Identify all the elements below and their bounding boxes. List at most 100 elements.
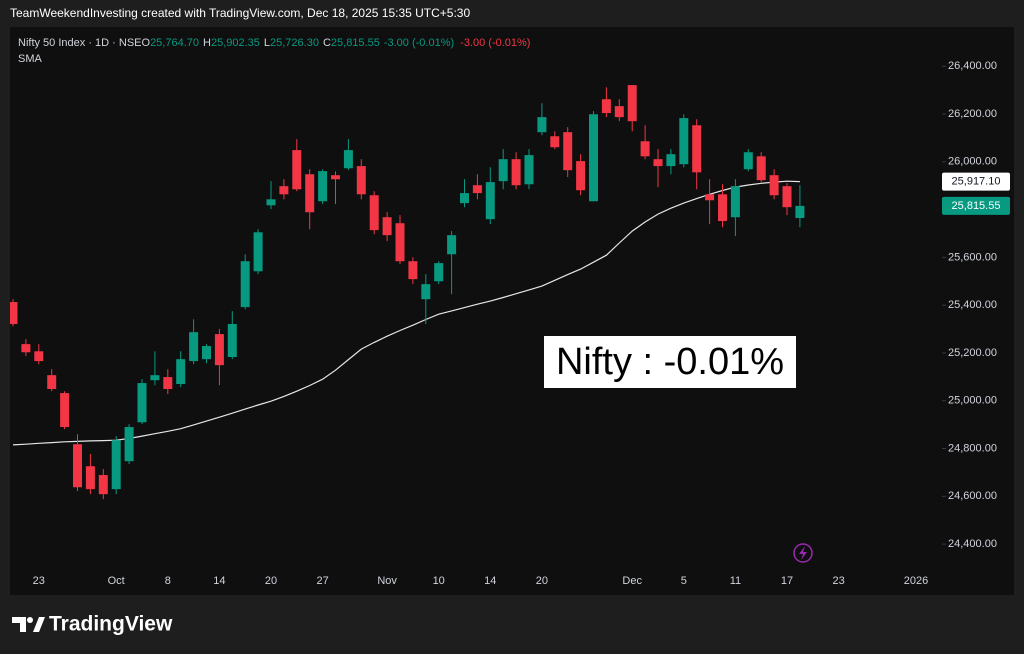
candle-body xyxy=(124,427,134,462)
candle-body xyxy=(756,156,766,181)
x-tick-label: 8 xyxy=(165,575,171,587)
legend-value: 25,815.55 xyxy=(331,37,380,49)
candle-body xyxy=(485,182,495,220)
candle-body xyxy=(434,263,444,282)
sma-line xyxy=(12,180,800,446)
chart-title: Nifty 50 Index · 1D · NSE xyxy=(18,37,142,49)
candle-body xyxy=(47,375,57,390)
candle-body xyxy=(743,152,753,170)
legend-key: O xyxy=(142,37,151,49)
candle-body xyxy=(266,199,276,206)
candle-body xyxy=(369,195,379,231)
candle-body xyxy=(150,375,160,381)
candle-body xyxy=(679,118,689,165)
candle-body xyxy=(21,344,31,353)
plot-layer: 24,400.00 24,600.00 24,800.00 25,000.00 25,2… xyxy=(10,60,1010,587)
logo-mark xyxy=(33,617,45,632)
annotation-box xyxy=(544,336,796,388)
legend-value: 25,726.30 xyxy=(270,37,319,49)
candle-body xyxy=(318,171,328,202)
legend-value: 25,764.70 xyxy=(150,37,199,49)
candle-body xyxy=(343,150,353,169)
candle-body xyxy=(653,159,663,167)
candle-body xyxy=(395,223,405,262)
candle-body xyxy=(253,232,263,272)
candle-body xyxy=(202,346,211,360)
icon-circle xyxy=(793,543,813,563)
candle-body xyxy=(292,150,302,190)
chart-panel xyxy=(10,27,1014,595)
y-tick-label: 25,600.00 xyxy=(948,251,997,263)
candle-body xyxy=(111,440,121,490)
x-tick-label: 11 xyxy=(730,575,741,587)
candle-body xyxy=(718,194,727,222)
candle-body xyxy=(511,159,521,186)
y-tick-label: 25,200.00 xyxy=(948,347,997,359)
price-label-box xyxy=(942,196,1010,215)
candle-body xyxy=(214,334,224,366)
candle-body xyxy=(627,85,637,122)
x-tick-label: Dec xyxy=(622,575,642,587)
x-tick-label: 2026 xyxy=(904,575,928,587)
y-tick-label: 24,800.00 xyxy=(948,442,997,454)
price-label: 25,917.10 xyxy=(952,176,1001,188)
candle-body xyxy=(472,185,482,194)
candle-body xyxy=(408,261,418,280)
candle-body xyxy=(550,136,560,148)
candle-body xyxy=(279,186,289,195)
candle-body xyxy=(189,332,199,362)
candle-body xyxy=(460,193,469,204)
x-tick-label: 14 xyxy=(484,575,496,587)
legend-value: 25,902.35 xyxy=(211,37,260,49)
candle-body xyxy=(640,141,650,157)
candle-body xyxy=(795,205,805,219)
legend-change: -3.00 (-0.01%) xyxy=(460,37,530,49)
candle-body xyxy=(537,117,547,133)
candle-body xyxy=(692,125,702,173)
legend-change: -3.00 (-0.01%) xyxy=(384,37,454,49)
candle-body xyxy=(666,154,676,167)
candle-body xyxy=(73,444,82,488)
candle-body xyxy=(524,155,534,185)
x-tick-label: 20 xyxy=(536,575,548,587)
candle-body xyxy=(60,393,70,428)
candle-body xyxy=(34,351,44,362)
x-tick-label: 23 xyxy=(33,575,45,587)
y-tick-label: 26,200.00 xyxy=(948,108,997,120)
candle-body xyxy=(498,159,508,182)
candle-body xyxy=(576,161,586,191)
candle-body xyxy=(163,377,173,390)
candle-body xyxy=(10,302,18,325)
y-tick-label: 25,000.00 xyxy=(948,395,997,407)
x-tick-label: 27 xyxy=(316,575,328,587)
candle-body xyxy=(331,175,340,180)
legend-key: L xyxy=(264,37,270,49)
legend-key: C xyxy=(323,37,331,49)
legend-line: Nifty 50 Index · 1D · NSEO25,764.70 H25,9… xyxy=(18,37,530,49)
candle-body xyxy=(447,235,457,255)
x-tick-label: Oct xyxy=(108,575,125,587)
logo-mark xyxy=(12,617,26,632)
lightning-icon[interactable] xyxy=(793,543,813,563)
candle-body xyxy=(305,174,315,213)
source-line: TeamWeekendInvesting created with Tradin… xyxy=(10,6,470,20)
y-tick-label: 25,400.00 xyxy=(948,299,997,311)
candle-body xyxy=(85,466,95,490)
brand-name: TradingView xyxy=(49,613,173,636)
x-tick-label: 17 xyxy=(781,575,793,587)
x-tick-label: 14 xyxy=(213,575,225,587)
y-tick-label: 26,400.00 xyxy=(948,60,997,72)
y-tick-label: 24,600.00 xyxy=(948,490,997,502)
x-tick-label: 5 xyxy=(681,575,687,587)
x-tick-label: 23 xyxy=(832,575,844,587)
icon-bolt xyxy=(799,546,807,560)
candle-body xyxy=(730,186,740,218)
candle-body xyxy=(601,99,611,114)
logo-mark xyxy=(27,617,33,623)
x-tick-label: Nov xyxy=(377,575,397,587)
candle-body xyxy=(563,132,573,171)
candle-body xyxy=(240,261,250,308)
candle-body xyxy=(705,194,715,201)
